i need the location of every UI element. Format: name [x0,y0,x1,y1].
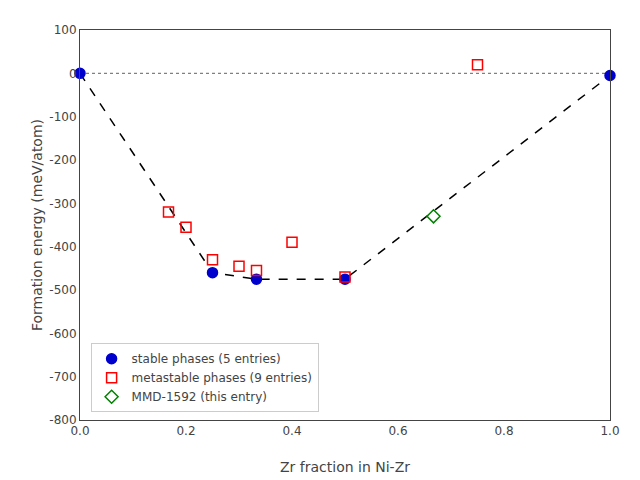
svg-text:-200: -200 [49,153,76,167]
svg-text:0.6: 0.6 [388,424,407,438]
svg-text:-500: -500 [49,283,76,297]
svg-text:0: 0 [69,67,77,81]
svg-text:-800: -800 [49,413,76,427]
svg-text:100: 100 [54,23,77,37]
svg-text:0.8: 0.8 [494,424,513,438]
svg-text:-600: -600 [49,327,76,341]
svg-text:0.0: 0.0 [70,424,89,438]
svg-text:metastable phases (9 entries): metastable phases (9 entries) [132,371,312,385]
svg-text:stable phases (5 entries): stable phases (5 entries) [132,352,281,366]
svg-text:-400: -400 [49,240,76,254]
svg-text:0.4: 0.4 [282,424,301,438]
svg-text:-700: -700 [49,370,76,384]
svg-text:MMD-1592 (this entry): MMD-1592 (this entry) [132,390,267,404]
svg-text:Formation energy (meV/atom): Formation energy (meV/atom) [29,119,45,331]
svg-text:-300: -300 [49,197,76,211]
svg-text:-100: -100 [49,110,76,124]
svg-text:0.2: 0.2 [176,424,195,438]
svg-text:1.0: 1.0 [600,424,619,438]
svg-text:Zr fraction in Ni-Zr: Zr fraction in Ni-Zr [280,459,410,475]
